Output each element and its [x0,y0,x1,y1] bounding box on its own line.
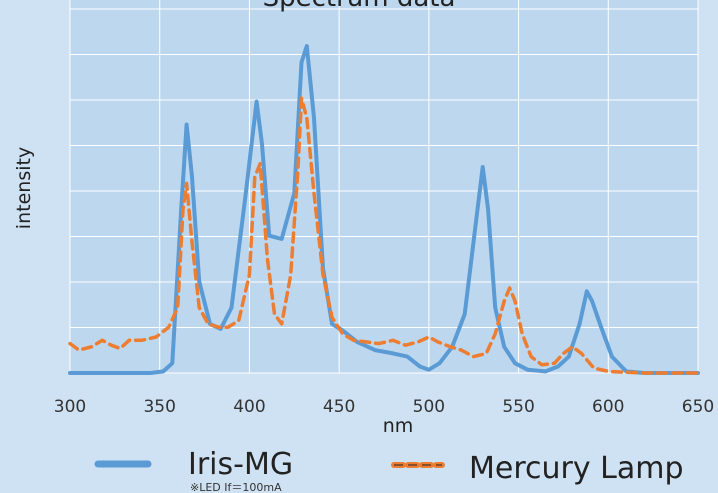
x-tick-label: 300 [54,397,86,417]
legend-note-iris-mg: ※LED If＝100mA [190,481,282,493]
x-tick-label: 500 [413,397,445,417]
x-tick-label: 450 [323,397,355,417]
x-tick-label: 350 [143,397,175,417]
x-tick-label: 550 [502,397,534,417]
chart-title: Spectrum data [263,0,456,13]
x-axis-ticks: 300 350 400 450 500 550 600 650 [54,397,714,417]
x-tick-label: 650 [682,397,714,417]
legend-label-iris-mg: Iris-MG [188,447,293,482]
x-tick-label: 600 [592,397,624,417]
legend: Iris-MG ※LED If＝100mA Mercury Lamp [94,447,684,493]
y-axis-label: intensity [13,147,35,229]
series-line-mercury-lamp [68,96,700,375]
grid [69,0,699,374]
x-axis-label: nm [383,415,414,437]
x-tick-label: 400 [233,397,265,417]
legend-label-mercury-lamp: Mercury Lamp [469,451,684,486]
legend-entry-mercury-lamp: Mercury Lamp [391,451,684,486]
plot-area [70,0,698,373]
legend-entry-iris-mg: Iris-MG ※LED If＝100mA [94,447,293,493]
series-lines [68,44,700,375]
